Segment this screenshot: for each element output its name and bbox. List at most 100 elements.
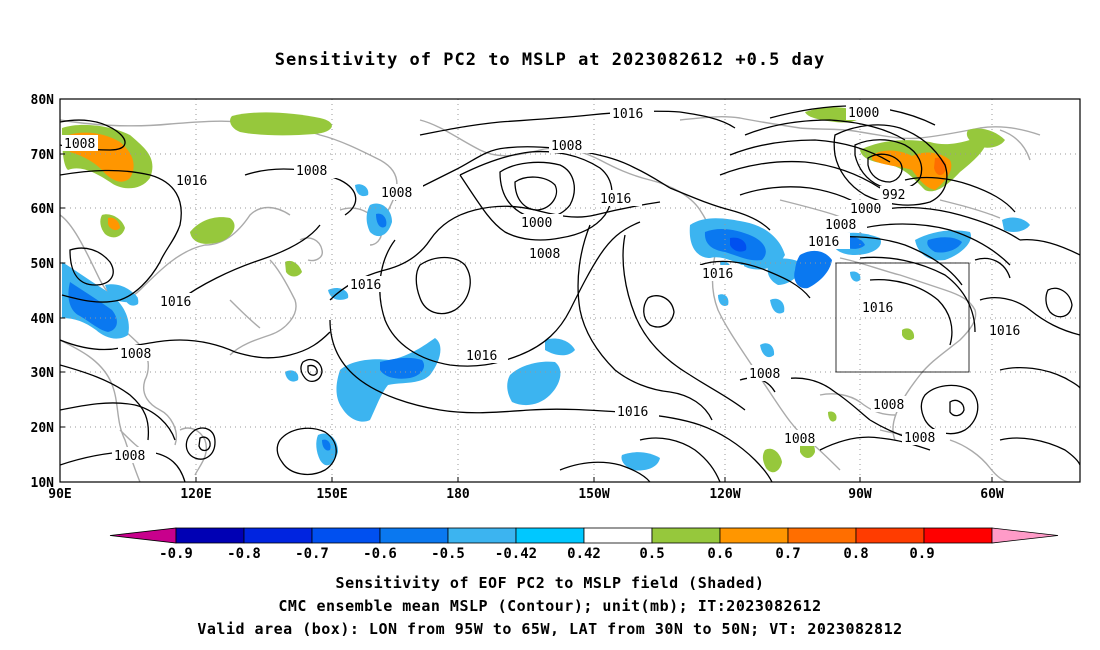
colorbar-label: 0.7 (775, 546, 800, 562)
contour-label: 1016 (617, 405, 648, 420)
caption-line-1: Sensitivity of EOF PC2 to MSLP field (Sh… (335, 574, 765, 592)
colorbar-cell (515, 527, 585, 544)
lat-label: 20N (31, 421, 55, 436)
shade-us-cyan-2 (770, 298, 785, 314)
shade-carib-green (828, 411, 837, 422)
contour-label: 1000 (848, 106, 879, 121)
mslp-contours (60, 105, 1080, 482)
contour-label-group: 1016 1008 1016 1008 1008 1000 1008 1016 … (62, 104, 1031, 464)
contour-label: 1016 (862, 301, 893, 316)
colorbar-label: -0.7 (295, 546, 329, 562)
shade-central-asia-orange (108, 217, 120, 231)
colorbar-label: -0.6 (363, 546, 397, 562)
shade-mongolia-green (190, 217, 235, 244)
colorbar-label: -0.42 (495, 546, 537, 562)
shade-us-cyan-4 (850, 271, 861, 282)
colorbar-cell (787, 527, 857, 544)
contour-label: 1008 (825, 218, 856, 233)
lon-label: 180 (446, 487, 470, 502)
lon-label: 150W (578, 487, 609, 502)
lon-label: 150E (316, 487, 347, 502)
contour-label: 1008 (551, 139, 582, 154)
contour-label: 1016 (466, 349, 497, 364)
colorbar (109, 527, 1059, 544)
valid-area-box (835, 262, 970, 373)
contour-label: 1008 (64, 137, 95, 152)
colorbar-cell (311, 527, 381, 544)
lat-label: 30N (31, 366, 55, 381)
contour-label: 992 (882, 188, 905, 203)
caption-line-3: Valid area (box): LON from 95W to 65W, L… (197, 620, 903, 638)
colorbar-arrow-left (109, 527, 177, 544)
contour-label: 1000 (850, 202, 881, 217)
contour-label: 1008 (381, 186, 412, 201)
shade-wpac-blue-3 (322, 439, 331, 451)
colorbar-cell (243, 527, 313, 544)
shade-canada-cyan (767, 258, 805, 285)
contour-label: 1008 (120, 347, 151, 362)
contour-label: 1008 (114, 449, 145, 464)
shade-wpac-blue-1 (380, 357, 425, 379)
contour-label: 1008 (529, 247, 560, 262)
colorbar-label: 0.9 (909, 546, 934, 562)
shade-us-cyan-3 (760, 343, 775, 358)
shade-china-blue (68, 282, 117, 332)
contour-label: 1008 (296, 164, 327, 179)
colorbar-cell (175, 527, 245, 544)
caption-line-2: CMC ensemble mean MSLP (Contour); unit(m… (278, 597, 822, 615)
tick-marks (60, 98, 993, 482)
coastlines (60, 116, 1041, 482)
shade-greenland-green (966, 128, 1005, 148)
lon-label: 60W (980, 487, 1004, 502)
shade-labrador-orange (872, 150, 952, 190)
colorbar-cell (923, 527, 993, 544)
shade-bc-dark (730, 237, 747, 252)
shade-hawaii-cyan (621, 452, 660, 471)
colorbar-label: 0.8 (843, 546, 868, 562)
shade-japan-cyan (355, 184, 369, 197)
lon-label: 120W (709, 487, 740, 502)
colorbar-arrow-right (991, 527, 1059, 544)
lat-label: 40N (31, 312, 55, 327)
longitude-labels: 90E 120E 150E 180 150W 120W 90W 60W (48, 487, 1004, 502)
latitude-labels: 80N 70N 60N 50N 40N 30N 20N 10N (31, 93, 55, 491)
colorbar-cell (719, 527, 789, 544)
lon-label: 90E (48, 487, 71, 502)
contour-label: 1016 (600, 192, 631, 207)
lon-label: 120E (180, 487, 211, 502)
colorbar-label: -0.5 (431, 546, 465, 562)
shade-us-cyan-1 (718, 294, 729, 306)
colorbar-labels: -0.9 -0.8 -0.7 -0.6 -0.5 -0.42 0.42 0.5 … (159, 546, 935, 562)
shade-kamchatka-blue (376, 213, 387, 228)
map-frame (59, 98, 1081, 483)
colorbar-label: -0.8 (227, 546, 261, 562)
shade-atlantic-cyan (1002, 217, 1030, 233)
colorbar-label: 0.42 (567, 546, 601, 562)
shade-us-east-green (902, 328, 915, 341)
contour-label: 1016 (702, 267, 733, 282)
contour-label: 1016 (160, 295, 191, 310)
lat-label: 70N (31, 148, 55, 163)
map-title: Sensitivity of PC2 to MSLP at 2023082612… (274, 50, 826, 70)
colorbar-label: 0.6 (707, 546, 732, 562)
contour-label: 1016 (176, 174, 207, 189)
colorbar-cell (583, 527, 653, 544)
contour-label: 1016 (612, 107, 643, 122)
contour-label: 1008 (784, 432, 815, 447)
shade-quebec-blue (927, 237, 962, 253)
colorbar-cell (651, 527, 721, 544)
shade-canada-blue (794, 250, 832, 289)
colorbar-label: 0.5 (639, 546, 664, 562)
lon-label: 90W (848, 487, 872, 502)
contour-label: 1016 (989, 324, 1020, 339)
colorbar-cell (379, 527, 449, 544)
lat-label: 60N (31, 202, 55, 217)
colorbar-cell (447, 527, 517, 544)
shade-arctic-green (230, 112, 332, 136)
colorbar-cell (855, 527, 925, 544)
shade-china-south-cyan (125, 291, 139, 306)
lat-label: 80N (31, 93, 55, 108)
lat-label: 50N (31, 257, 55, 272)
contour-label: 1008 (873, 398, 904, 413)
